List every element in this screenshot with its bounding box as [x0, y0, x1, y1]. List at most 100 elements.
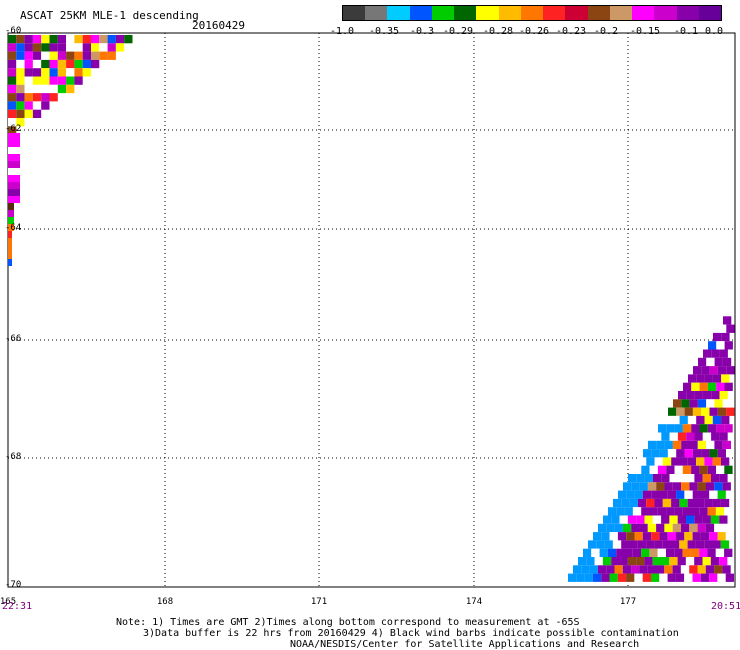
swath-cell: [24, 51, 33, 60]
swath-cell: [717, 532, 726, 541]
swath-cell: [707, 465, 716, 474]
lat-label: -66: [5, 334, 22, 344]
swath-cell: [682, 424, 692, 433]
swath-cell: [664, 482, 673, 491]
swath-cell: [82, 59, 91, 69]
swath-cell: [24, 68, 33, 77]
swath-cell: [709, 573, 718, 582]
swath-cell: [41, 59, 50, 69]
swath-cell: [656, 523, 665, 533]
swath-cell: [32, 68, 42, 77]
swath-cell: [666, 424, 675, 433]
swath-cell: [722, 357, 732, 367]
swath-cell: [576, 573, 585, 582]
swath-cell: [714, 440, 723, 450]
swath-cell: [614, 565, 623, 574]
swath-cell: [684, 407, 693, 416]
swath-cell: [656, 440, 665, 450]
swath-cell: [708, 341, 717, 350]
swath-cell: [716, 341, 725, 350]
swath-cell: [639, 565, 648, 574]
swath-cell: [685, 557, 695, 566]
map-date: 20160429: [192, 19, 245, 32]
swath-cell: [715, 507, 725, 516]
swath-cell: [654, 540, 663, 549]
swath-cell: [603, 515, 612, 524]
swath-cell: [8, 93, 17, 102]
swath-cell: [624, 548, 633, 557]
swath-cell: [74, 51, 83, 60]
color-scale-segment: [387, 6, 410, 20]
swath-cell: [719, 557, 728, 566]
swath-cell: [616, 507, 625, 516]
swath-cell: [687, 498, 696, 508]
swath-cell: [581, 565, 590, 574]
swath-cell: [682, 507, 691, 516]
swath-cell: [684, 490, 693, 499]
swath-cell: [41, 43, 50, 52]
swath-cell: [676, 532, 685, 541]
swath-cell: [8, 84, 17, 94]
swath-cell: [659, 490, 668, 499]
swath-cell: [82, 51, 91, 60]
swath-cell: [57, 35, 67, 44]
swath-cell: [697, 440, 707, 450]
swath-cell: [721, 415, 730, 425]
swath-cell: [697, 399, 707, 408]
swath-cell: [643, 449, 652, 458]
swath-cell: [82, 43, 91, 52]
swath-cell: [710, 515, 720, 524]
swath-cell: [91, 51, 100, 60]
swath-cell: [107, 43, 116, 52]
color-scale-segment: [365, 6, 388, 20]
swath-cell: [676, 490, 685, 499]
swath-cell: [666, 465, 675, 474]
swath-cell: [699, 507, 708, 516]
swath-cell: [8, 217, 14, 224]
color-scale-segment: [454, 6, 477, 20]
swath-cell: [647, 565, 656, 574]
swath-cell: [8, 238, 12, 245]
swath-cell: [673, 399, 682, 408]
swath-cell: [725, 532, 735, 541]
lon-label: 168: [156, 597, 174, 607]
swath-cell: [593, 532, 602, 541]
swath-cell: [659, 532, 668, 541]
swath-cell: [672, 565, 681, 574]
swath-cell: [700, 573, 710, 582]
swath-cell: [694, 474, 703, 483]
swath-cell: [716, 465, 725, 474]
swath-cell: [664, 523, 673, 533]
swath-cell: [16, 43, 25, 52]
swath-cell: [627, 557, 637, 566]
swath-cell: [725, 573, 734, 582]
color-scale-segment: [343, 6, 366, 20]
swath-cell: [714, 399, 723, 408]
swath-cell: [719, 515, 728, 524]
swath-cell: [722, 565, 731, 574]
swath-cell: [613, 498, 622, 508]
swath-cell: [617, 573, 627, 582]
swath-cell: [644, 557, 653, 566]
swath-cell: [689, 482, 698, 491]
swath-cell: [662, 540, 671, 549]
swath-cell: [636, 557, 645, 566]
swath-cell: [712, 540, 721, 549]
swath-cell: [82, 68, 91, 77]
color-scale-tick-label: -0.15: [629, 26, 661, 37]
swath-cell: [709, 449, 718, 458]
swath-cell: [692, 490, 701, 499]
swath-cell: [709, 366, 718, 375]
swath-cell: [669, 557, 678, 566]
swath-cell: [8, 224, 14, 231]
swath-cell: [649, 548, 658, 557]
swath-cell: [641, 465, 650, 474]
color-scale-tick-label: -0.28: [482, 26, 514, 37]
swath-cell: [694, 391, 703, 400]
swath-cell: [8, 231, 12, 238]
swath-cell: [74, 35, 83, 44]
swath-cell: [698, 357, 707, 367]
swath-cell: [646, 457, 655, 466]
swath-cell: [57, 51, 67, 60]
swath-cell: [664, 440, 673, 450]
